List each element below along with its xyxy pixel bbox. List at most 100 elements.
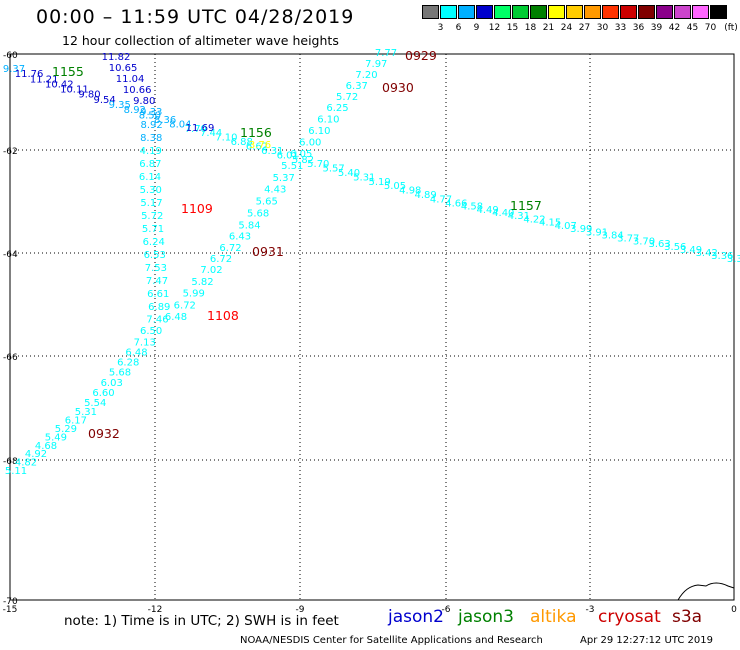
wave-height-value: 6.89 bbox=[148, 302, 170, 313]
pass-time-label: 1155 bbox=[52, 64, 84, 79]
wave-height-value: 4.58 bbox=[461, 202, 483, 213]
legend-label: 70 bbox=[704, 23, 717, 33]
wave-height-value: 10.66 bbox=[123, 85, 152, 96]
legend-swatch bbox=[638, 5, 655, 19]
latitude-label: -60 bbox=[3, 51, 18, 61]
longitude-label: -9 bbox=[296, 605, 305, 615]
pass-time-label: 1156 bbox=[240, 125, 272, 140]
wave-height-value: 5.11 bbox=[5, 466, 27, 477]
pass-time-labels: 1155 1156 1157 0929 0930 0931 0932 1109 1108 bbox=[52, 48, 542, 441]
wave-height-value: 6.87 bbox=[139, 159, 161, 170]
legend-label: 18 bbox=[524, 23, 537, 33]
wave-height-value: 6.14 bbox=[139, 172, 161, 183]
wave-height-value: 5.37 bbox=[273, 173, 295, 184]
wave-height-value: 3.84 bbox=[601, 230, 623, 241]
wave-height-value: 4.82 bbox=[15, 458, 37, 469]
page-title: 00:00 – 11:59 UTC 04/28/2019 bbox=[36, 6, 355, 28]
legend-label: 27 bbox=[578, 23, 591, 33]
wave-height-value: 10.65 bbox=[109, 63, 138, 74]
wave-height-value: 5.31 bbox=[75, 407, 97, 418]
wave-height-value: 4.40 bbox=[492, 208, 514, 219]
wave-height-value: 6.62 bbox=[246, 142, 268, 153]
wave-height-value: 5.29 bbox=[55, 424, 77, 435]
wave-height-value: 3.30 bbox=[727, 254, 740, 265]
pass-time-label: 1108 bbox=[207, 308, 239, 323]
map-frame bbox=[9, 53, 735, 601]
wave-height-value: 6.50 bbox=[140, 326, 162, 337]
wave-height-value: 10.42 bbox=[45, 79, 74, 90]
wave-height-value: 4.31 bbox=[508, 211, 530, 222]
wave-height-value: 9.80 bbox=[78, 90, 100, 101]
wave-height-value: 6.00 bbox=[299, 138, 321, 149]
wave-height-value: 4.15 bbox=[539, 218, 561, 229]
wave-height-value: 11.04 bbox=[116, 74, 145, 85]
legend-label: 21 bbox=[542, 23, 555, 33]
latitude-label: -64 bbox=[3, 250, 18, 260]
wave-height-value: 4.98 bbox=[399, 186, 421, 197]
legend-label: 33 bbox=[614, 23, 627, 33]
wave-height-value: 4.66 bbox=[445, 198, 467, 209]
wave-height-value: 7.13 bbox=[134, 337, 156, 348]
wave-height-value: 3.99 bbox=[570, 224, 592, 235]
latitude-label: -68 bbox=[3, 457, 18, 467]
wave-height-value: 9.33 bbox=[140, 107, 162, 118]
wave-height-value: 4.92 bbox=[25, 449, 47, 460]
wave-height-value: 7.10 bbox=[215, 133, 237, 144]
wave-height-value: 8.50 bbox=[139, 110, 161, 121]
wave-height-value: 7.70 bbox=[185, 124, 207, 135]
track-ascending-track: 7.777.977.206.375.726.256.106.106.006.05… bbox=[165, 48, 397, 323]
wave-height-value: 6.43 bbox=[229, 232, 251, 243]
wave-height-value: 9.37 bbox=[3, 64, 25, 75]
wave-height-value: 11.82 bbox=[102, 52, 131, 63]
wave-height-value: 11.21 bbox=[30, 74, 59, 85]
wave-height-value: 5.70 bbox=[307, 159, 329, 170]
legend-label: 9 bbox=[473, 23, 480, 33]
legend-label: 39 bbox=[650, 23, 663, 33]
legend-label: 15 bbox=[506, 23, 519, 33]
wave-height-value: 6.61 bbox=[147, 289, 169, 300]
longitude-label: -6 bbox=[442, 605, 451, 615]
wave-height-value: 6.01 bbox=[277, 150, 299, 161]
pass-time-label: 1157 bbox=[510, 198, 542, 213]
wave-height-value: 7.44 bbox=[200, 128, 222, 139]
altimeter-tracks: 9.3711.7611.2110.4210.119.809.549.358.92… bbox=[3, 48, 740, 477]
legend-swatch bbox=[422, 5, 439, 19]
wave-height-value: 8.92 bbox=[140, 120, 162, 131]
legend-label: 36 bbox=[632, 23, 645, 33]
wave-height-value: 3.63 bbox=[648, 239, 670, 250]
wave-height-value: 6.10 bbox=[317, 115, 339, 126]
wave-height-value: 6.88 bbox=[231, 137, 253, 148]
latitude-label: -62 bbox=[3, 147, 18, 157]
legend-swatch bbox=[620, 5, 637, 19]
wave-height-value: 6.24 bbox=[143, 237, 165, 248]
pass-time-label: 0931 bbox=[252, 244, 284, 259]
wave-height-value: 8.36 bbox=[154, 115, 176, 126]
wave-height-value: 7.53 bbox=[145, 263, 167, 274]
wave-height-value: 5.72 bbox=[141, 211, 163, 222]
wave-height-value: 5.82 bbox=[292, 155, 314, 166]
legend-swatch bbox=[548, 5, 565, 19]
wave-height-value: 6.48 bbox=[165, 312, 187, 323]
legend-swatch bbox=[584, 5, 601, 19]
longitude-label: -12 bbox=[148, 605, 163, 615]
wave-height-value: 5.49 bbox=[45, 432, 67, 443]
wave-height-value: 6.25 bbox=[326, 103, 348, 114]
wave-height-value: 5.19 bbox=[368, 177, 390, 188]
wave-height-value: 6.10 bbox=[308, 126, 330, 137]
wave-height-value: 5.54 bbox=[84, 398, 106, 409]
legend-swatch bbox=[494, 5, 511, 19]
wave-height-value: 6.05 bbox=[290, 149, 312, 160]
wave-height-value: 6.72 bbox=[219, 243, 241, 254]
legend-label: 30 bbox=[596, 23, 609, 33]
wave-height-value: 4.49 bbox=[476, 205, 498, 216]
wave-height-value: 4.77 bbox=[430, 194, 452, 205]
legend-swatch bbox=[692, 5, 709, 19]
wave-height-value: 5.17 bbox=[140, 198, 162, 209]
latitude-label: -66 bbox=[3, 353, 18, 363]
legend-swatch bbox=[674, 5, 691, 19]
wave-height-value: 3.49 bbox=[680, 245, 702, 256]
legend-swatch bbox=[512, 5, 529, 19]
wave-height-value: 10.11 bbox=[60, 85, 89, 96]
pass-time-label: 1109 bbox=[181, 201, 213, 216]
